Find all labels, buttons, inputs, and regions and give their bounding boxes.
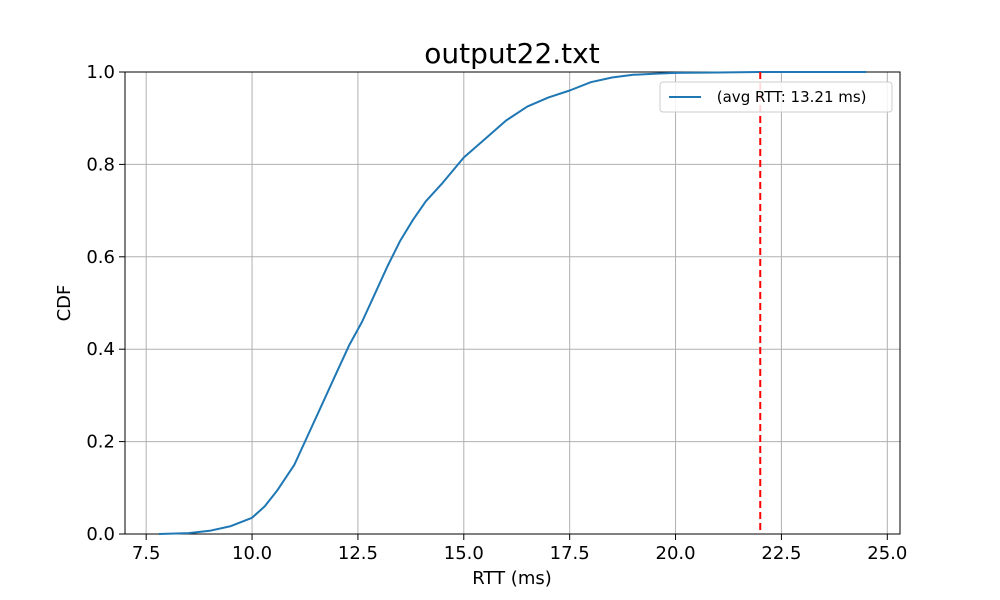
x-tick-label: 25.0	[867, 543, 907, 564]
x-axis: 7.5 10.0 12.5 15.0 17.5 20.0 22.5 25.0	[132, 534, 907, 564]
x-tick-label: 10.0	[232, 543, 272, 564]
plot-frame	[124, 71, 901, 535]
series-layer	[158, 71, 867, 535]
legend: (avg RTT: 13.21 ms)	[659, 81, 893, 113]
x-tick-label: 17.5	[550, 543, 590, 564]
y-tick-label: 0.2	[86, 432, 115, 453]
legend-label: (avg RTT: 13.21 ms)	[712, 88, 867, 106]
y-tick-label: 0.4	[86, 339, 115, 360]
x-tick-label: 12.5	[338, 543, 378, 564]
y-axis: 0.0 0.2 0.4 0.6 0.8 1.0	[86, 62, 125, 545]
cdf-series-line	[158, 71, 867, 535]
y-axis-label: CDF	[54, 285, 75, 322]
x-tick-label: 7.5	[132, 543, 161, 564]
x-tick-label: 15.0	[444, 543, 484, 564]
legend-box	[659, 81, 893, 113]
y-tick-label: 1.0	[86, 62, 115, 83]
y-tick-label: 0.0	[86, 524, 115, 545]
x-tick-label: 20.0	[656, 543, 696, 564]
grid-lines	[125, 71, 900, 535]
chart-title: output22.txt	[424, 37, 599, 70]
x-axis-label: RTT (ms)	[472, 568, 552, 589]
y-tick-label: 0.8	[86, 154, 115, 175]
x-tick-label: 22.5	[761, 543, 801, 564]
y-tick-label: 0.6	[86, 247, 115, 268]
